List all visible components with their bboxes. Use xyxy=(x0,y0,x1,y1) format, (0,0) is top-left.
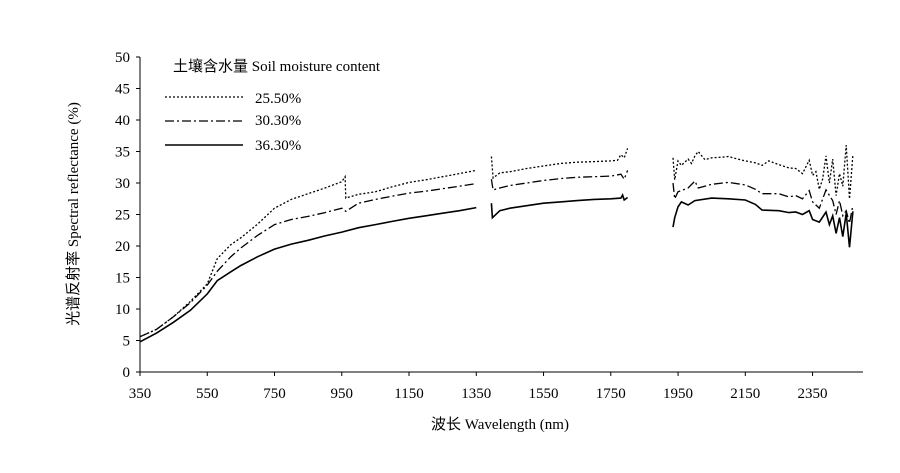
series-36-30 xyxy=(139,192,854,343)
series-line-segment xyxy=(490,192,629,220)
x-tick-label: 950 xyxy=(331,386,354,402)
y-tick-label: 30 xyxy=(115,176,130,192)
legend: 土壤含水量 Soil moisture content 25.50% 30.30… xyxy=(165,57,381,154)
y-axis-label: 光谱反射率 Spectral reflectance (%) xyxy=(65,102,82,326)
y-tick-label: 5 xyxy=(123,334,131,350)
x-tick-label: 1550 xyxy=(529,386,559,402)
y-axis-ticks: 0 5 10 15 20 25 30 35 40 45 50 xyxy=(115,50,140,381)
x-axis-ticks: 350 550 750 950 1150 1350 1550 1750 1950 2150 2350 xyxy=(129,372,828,402)
y-tick-label: 0 xyxy=(123,365,131,381)
series-line-segment xyxy=(490,148,629,180)
y-tick-label: 25 xyxy=(115,208,130,224)
series-line-segment xyxy=(672,179,854,224)
x-tick-label: 550 xyxy=(196,386,219,402)
x-tick-label: 350 xyxy=(129,386,152,402)
legend-label-36-30: 36.30% xyxy=(255,138,301,154)
x-tick-label: 2350 xyxy=(798,386,828,402)
y-tick-label: 15 xyxy=(115,271,130,287)
legend-label-30-30: 30.30% xyxy=(255,113,301,129)
series-line-segment xyxy=(139,182,477,338)
x-axis-label: 波长 Wavelength (nm) xyxy=(431,416,569,433)
series-line-segment xyxy=(672,145,854,199)
x-tick-label: 1750 xyxy=(596,386,626,402)
x-tick-label: 2150 xyxy=(730,386,760,402)
x-tick-label: 1350 xyxy=(461,386,491,402)
series-line-segment xyxy=(672,197,854,248)
series-25-50 xyxy=(139,145,854,338)
y-tick-label: 50 xyxy=(115,50,130,66)
series-line-segment xyxy=(139,169,477,338)
legend-title: 土壤含水量 Soil moisture content xyxy=(173,57,381,75)
series-layer xyxy=(139,145,854,343)
series-line-segment xyxy=(139,206,477,343)
y-tick-label: 20 xyxy=(115,239,130,255)
legend-label-25-50: 25.50% xyxy=(255,91,301,107)
x-tick-label: 1150 xyxy=(394,386,423,402)
y-tick-label: 45 xyxy=(115,82,130,98)
y-tick-label: 40 xyxy=(115,113,130,129)
x-tick-label: 1950 xyxy=(663,386,693,402)
x-tick-label: 750 xyxy=(263,386,286,402)
series-line-segment xyxy=(490,170,629,191)
y-tick-label: 10 xyxy=(115,302,130,318)
y-tick-label: 35 xyxy=(115,145,130,161)
series-30-30 xyxy=(139,170,854,338)
